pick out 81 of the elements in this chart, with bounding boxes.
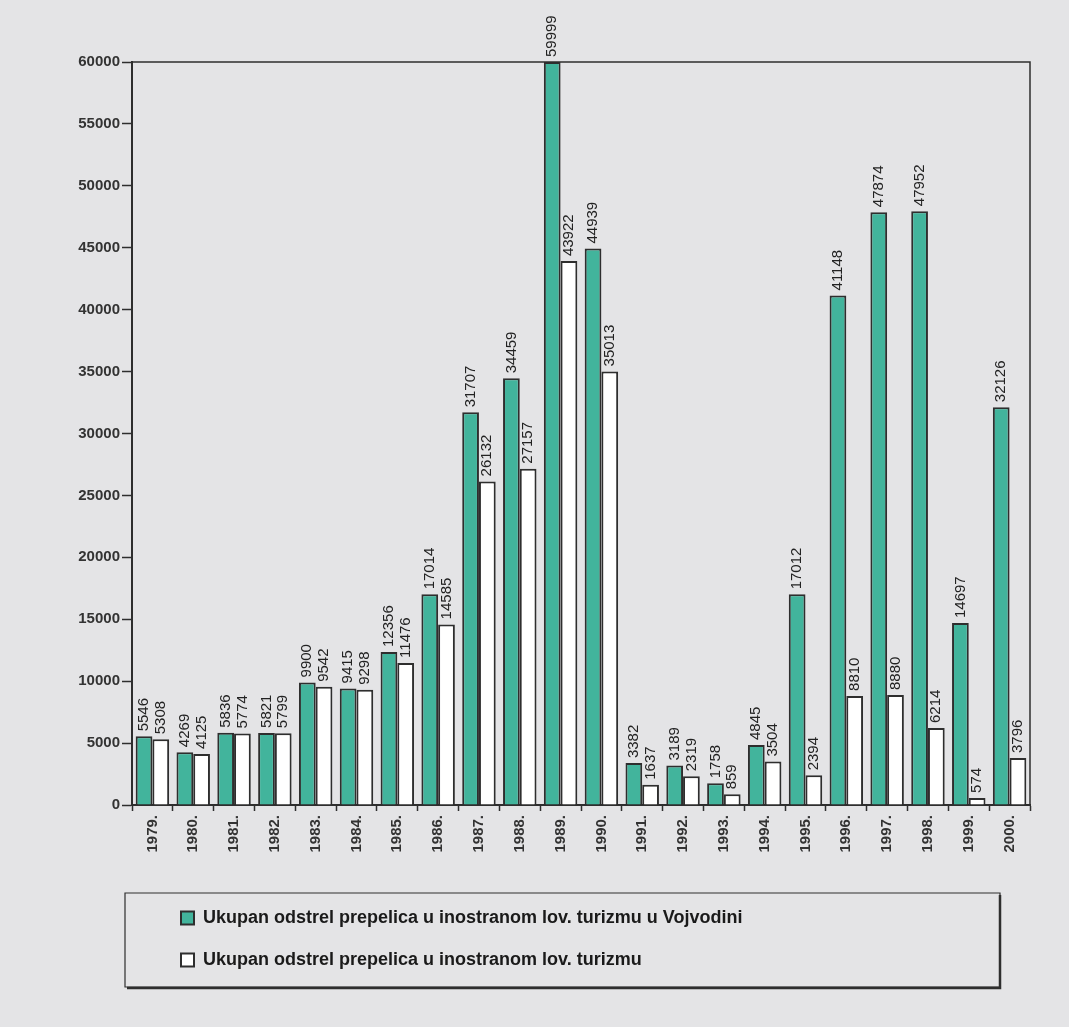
data-label: 17014 xyxy=(419,547,437,590)
y-tick-label: 55000 xyxy=(78,114,120,132)
x-tick-label: 1981. xyxy=(224,815,242,853)
data-label: 859 xyxy=(722,764,740,790)
y-tick-label: 50000 xyxy=(78,175,120,193)
x-tick-label: 1987. xyxy=(469,815,487,853)
data-label: 35013 xyxy=(599,324,617,367)
x-tick-label: 1985. xyxy=(387,815,405,853)
data-label: 41148 xyxy=(828,249,846,291)
legend-label: Ukupan odstrel prepelica u inostranom lov. turizmu u Vojvodini xyxy=(203,906,743,927)
x-tick-label: 1991. xyxy=(632,815,650,853)
x-tick-label: 1980. xyxy=(183,815,201,853)
x-tick-label: 2000. xyxy=(999,815,1017,853)
data-label: 47952 xyxy=(909,164,927,207)
x-tick-label: 1989. xyxy=(550,815,568,853)
data-label: 9542 xyxy=(314,648,332,682)
x-tick-label: 1995. xyxy=(795,815,813,853)
data-label: 5774 xyxy=(232,695,250,729)
data-label: 4125 xyxy=(191,715,209,749)
x-tick-label: 1984. xyxy=(346,815,364,853)
x-tick-label: 1997. xyxy=(877,815,895,853)
data-label: 3189 xyxy=(664,727,682,761)
data-label: 3796 xyxy=(1008,719,1026,753)
legend-label: Ukupan odstrel prepelica u inostranom lov. turizmu xyxy=(203,948,642,969)
y-tick-label: 15000 xyxy=(78,609,120,627)
data-label: 26132 xyxy=(477,434,495,477)
x-tick-label: 1992. xyxy=(673,815,691,853)
data-label: 9415 xyxy=(338,650,356,684)
data-label: 8880 xyxy=(885,656,903,691)
y-tick-label: 40000 xyxy=(78,299,120,317)
x-tick-label: 1998. xyxy=(918,815,936,853)
y-tick-label: 5000 xyxy=(86,733,120,751)
data-label: 1758 xyxy=(705,744,723,779)
data-label: 6214 xyxy=(926,689,944,724)
y-tick-label: 35000 xyxy=(78,361,120,379)
data-label: 59999 xyxy=(542,15,560,58)
x-tick-label: 1979. xyxy=(142,815,160,853)
data-label: 43922 xyxy=(559,214,577,257)
data-label: 5799 xyxy=(273,694,291,729)
x-tick-label: 1982. xyxy=(265,815,282,853)
data-label: 9900 xyxy=(297,644,315,678)
data-label: 5546 xyxy=(134,697,152,732)
data-label: 12356 xyxy=(379,605,397,647)
data-label: 3504 xyxy=(763,723,781,757)
y-tick-label: 0 xyxy=(111,795,120,813)
data-label: 11476 xyxy=(395,617,413,658)
data-label: 5308 xyxy=(150,700,168,735)
data-label: 2394 xyxy=(804,736,822,771)
x-tick-label: 1999. xyxy=(958,815,976,853)
x-tick-label: 1993. xyxy=(714,815,731,853)
y-tick-label: 30000 xyxy=(78,423,120,441)
data-label: 34459 xyxy=(501,331,519,374)
x-tick-label: 1988. xyxy=(509,815,527,853)
y-tick-label: 25000 xyxy=(78,485,120,503)
data-label: 9298 xyxy=(355,651,373,685)
data-label: 4269 xyxy=(175,713,192,748)
data-label: 2319 xyxy=(681,737,699,772)
data-label: 31707 xyxy=(460,365,478,408)
y-tick-label: 60000 xyxy=(78,52,120,70)
data-label: 14697 xyxy=(950,576,968,618)
data-label: 32126 xyxy=(991,360,1009,403)
x-tick-label: 1996. xyxy=(836,815,854,853)
data-label: 1637 xyxy=(640,746,658,780)
data-label: 8810 xyxy=(844,657,862,691)
data-label: 47874 xyxy=(868,165,886,208)
data-label: 4845 xyxy=(746,706,764,740)
data-label: 17012 xyxy=(787,547,805,590)
data-label: 27157 xyxy=(518,421,536,464)
data-label: 5836 xyxy=(215,694,233,728)
y-tick-label: 10000 xyxy=(78,671,120,689)
data-label: 14585 xyxy=(436,577,454,620)
data-label: 574 xyxy=(967,767,985,793)
data-label: 44939 xyxy=(583,201,601,244)
data-label: 5821 xyxy=(256,694,274,728)
x-tick-label: 1986. xyxy=(428,815,446,853)
data-label: 3382 xyxy=(624,724,641,759)
y-tick-label: 45000 xyxy=(78,237,120,255)
x-tick-label: 1994. xyxy=(754,815,772,853)
y-tick-label: 20000 xyxy=(78,547,120,565)
x-tick-label: 1990. xyxy=(591,815,609,853)
x-tick-label: 1983. xyxy=(305,815,323,853)
